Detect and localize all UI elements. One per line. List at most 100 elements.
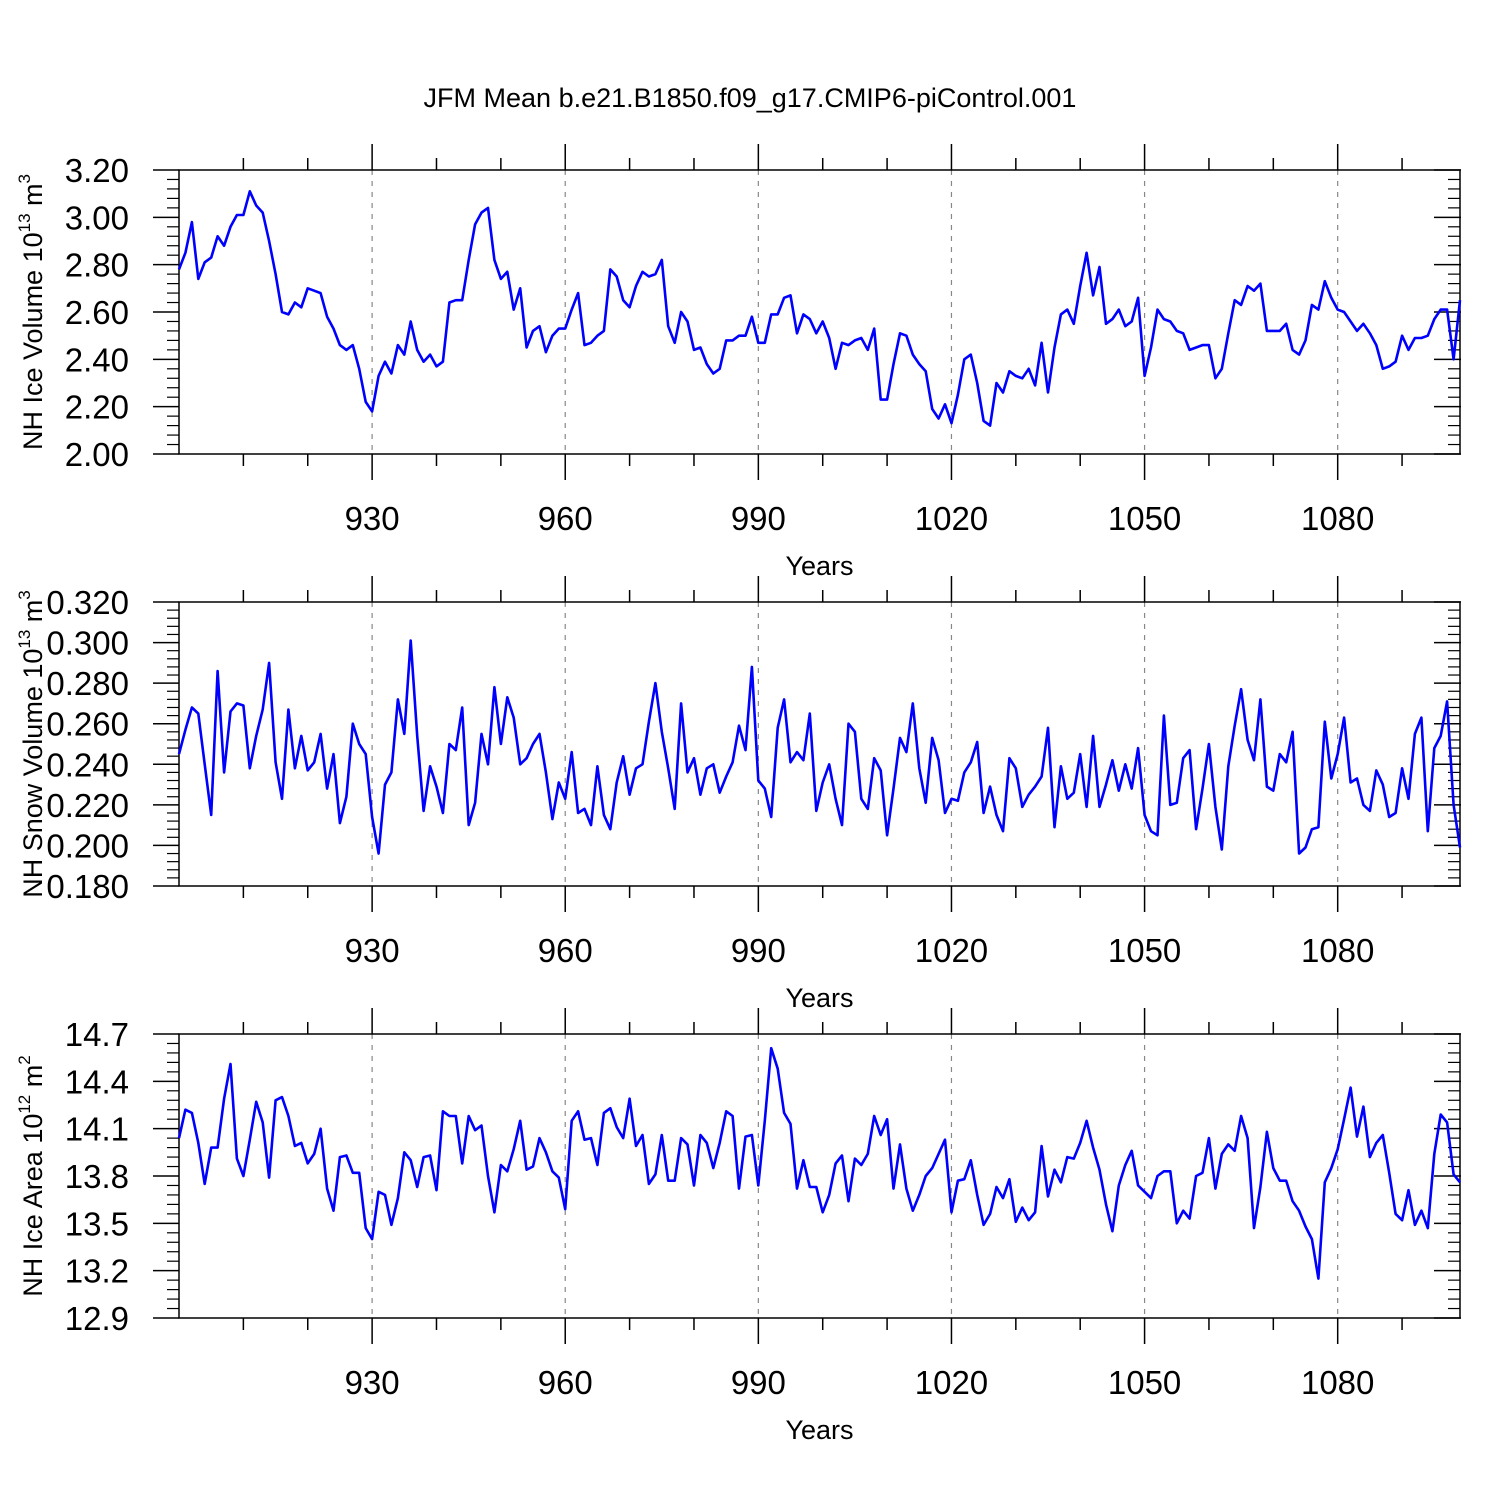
y-tick-label: 13.5	[65, 1205, 129, 1242]
panel-3: 12.9 13.2 13.5 13.8 14.1 14.4 14.7 930 960 990 102…	[15, 1008, 1462, 1445]
data-point	[680, 702, 682, 704]
data-point	[841, 342, 843, 344]
data-point	[1092, 735, 1094, 737]
data-point	[783, 1112, 785, 1114]
data-point	[796, 1188, 798, 1190]
data-point	[275, 273, 277, 275]
data-point	[764, 342, 766, 344]
data-point	[204, 261, 206, 263]
data-point	[1311, 828, 1313, 830]
data-point	[1401, 1219, 1403, 1221]
data-point	[1079, 285, 1081, 287]
data-point	[191, 221, 193, 223]
data-point	[661, 1134, 663, 1136]
data-point	[616, 276, 618, 278]
y-tick-label: 0.200	[46, 827, 129, 864]
data-point	[178, 1137, 180, 1139]
data-point	[1395, 812, 1397, 814]
y-tick-label: 13.2	[65, 1253, 129, 1290]
data-point	[1208, 743, 1210, 745]
data-point	[532, 330, 534, 332]
data-point	[468, 824, 470, 826]
data-point	[1124, 1164, 1126, 1166]
data-point	[790, 761, 792, 763]
data-point	[738, 725, 740, 727]
data-point	[1214, 1188, 1216, 1190]
data-point	[648, 721, 650, 723]
data-point	[1086, 1120, 1088, 1122]
data-point	[777, 313, 779, 315]
data-point	[352, 344, 354, 346]
data-point	[384, 361, 386, 363]
data-point	[1105, 1203, 1107, 1205]
data-point	[989, 425, 991, 427]
x-tick-label: 990	[731, 500, 786, 537]
data-point	[732, 339, 734, 341]
data-point	[558, 1177, 560, 1179]
data-point	[802, 759, 804, 761]
data-point	[493, 259, 495, 261]
data-point	[506, 271, 508, 273]
data-point	[255, 205, 257, 207]
data-point	[1227, 1143, 1229, 1145]
data-point	[912, 354, 914, 356]
data-point	[886, 399, 888, 401]
data-point	[635, 767, 637, 769]
data-point	[1272, 790, 1274, 792]
data-point	[1395, 1213, 1397, 1215]
data-point	[1433, 318, 1435, 320]
data-point	[1247, 739, 1249, 741]
data-point	[442, 1110, 444, 1112]
data-point	[815, 810, 817, 812]
data-point	[905, 335, 907, 337]
data-point	[893, 363, 895, 365]
y-tick-label: 0.220	[46, 787, 129, 824]
data-point	[481, 1125, 483, 1127]
data-point	[828, 337, 830, 339]
data-point	[223, 771, 225, 773]
data-point	[506, 696, 508, 698]
series-line	[177, 1046, 1462, 1280]
data-point	[191, 707, 193, 709]
data-point	[236, 1158, 238, 1160]
data-point	[539, 733, 541, 735]
data-point	[1214, 377, 1216, 379]
data-point	[1401, 767, 1403, 769]
data-point	[1150, 1197, 1152, 1199]
data-point	[603, 814, 605, 816]
data-point	[1066, 798, 1068, 800]
data-point	[242, 705, 244, 707]
data-point	[622, 1137, 624, 1139]
data-point	[326, 1188, 328, 1190]
data-point	[745, 335, 747, 337]
data-point	[835, 798, 837, 800]
data-point	[1137, 297, 1139, 299]
data-point	[384, 784, 386, 786]
data-point	[1208, 344, 1210, 346]
data-point	[584, 1139, 586, 1141]
data-point	[281, 1096, 283, 1098]
x-tick-label: 1050	[1108, 1364, 1181, 1401]
data-point	[184, 729, 186, 731]
data-point	[712, 373, 714, 375]
data-point	[854, 731, 856, 733]
data-point	[802, 313, 804, 315]
data-point	[1343, 1118, 1345, 1120]
data-point	[854, 339, 856, 341]
data-point	[1440, 1114, 1442, 1116]
data-point	[326, 316, 328, 318]
data-point	[635, 285, 637, 287]
y-label-text: NH Ice Area 10	[18, 1114, 48, 1297]
data-point	[300, 306, 302, 308]
data-point	[1060, 313, 1062, 315]
data-point	[1382, 368, 1384, 370]
data-point	[609, 1107, 611, 1109]
data-point	[590, 342, 592, 344]
data-point	[654, 273, 656, 275]
data-point	[1073, 323, 1075, 325]
data-point	[371, 1238, 373, 1240]
y-tick-label: 14.4	[65, 1063, 129, 1100]
data-point	[738, 335, 740, 337]
data-point	[1118, 309, 1120, 311]
data-point	[397, 698, 399, 700]
